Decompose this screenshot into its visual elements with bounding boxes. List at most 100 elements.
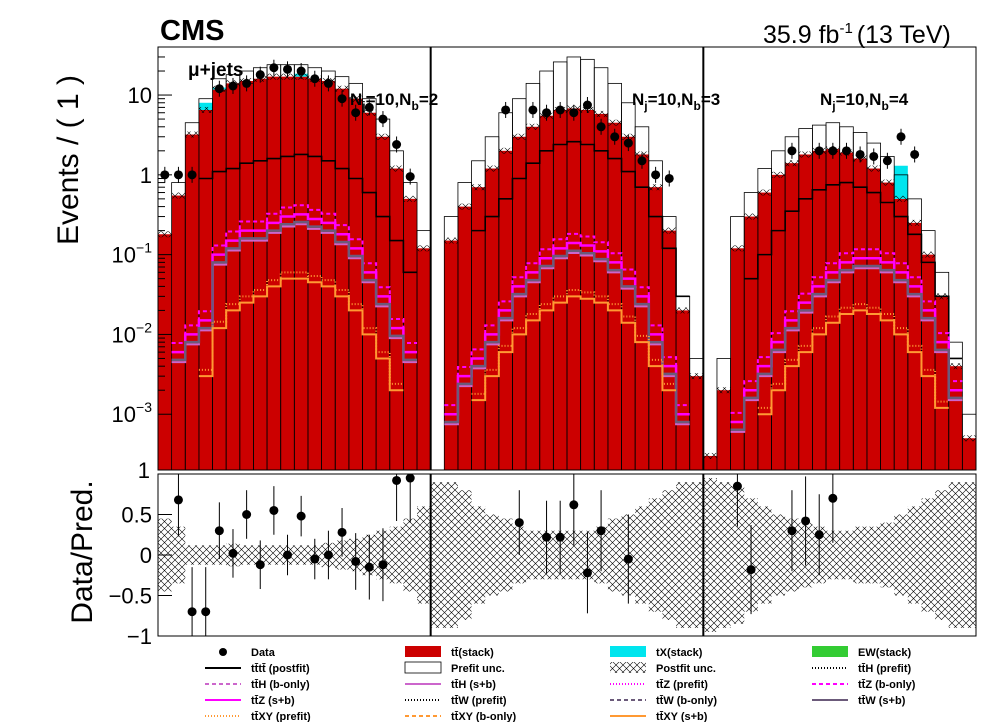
ttbar-bar [676,310,690,470]
legend-label: tX(stack) [656,647,703,659]
legend-label: tt̄W (b-only) [656,695,717,707]
legend-item: EW(stack) [812,646,912,659]
legend-item: Postfit unc. [610,662,716,675]
data-point [364,102,374,112]
ttbar-bar [171,195,186,470]
fill-icon [610,646,646,657]
ratio-point [378,560,388,570]
postfit-unc-band [757,189,772,196]
ratio-unc-band [894,514,908,596]
ratio-unc-band [607,518,622,592]
ratio-point [746,565,756,575]
postfit-unc-band [907,219,922,226]
legend-label: tt̄XY (b-only) [451,711,517,722]
data-point [378,114,388,124]
ratio-unc-band [880,522,895,588]
ratio-point [801,516,811,526]
postfit-unc-band [417,245,431,252]
legend-label: tt̄H (s+b) [451,679,496,691]
data-point [828,146,838,156]
legend-label: tt̄W (prefit) [451,695,507,707]
ratio-point [323,550,333,560]
data-point [310,74,320,84]
postfit-unc-band [267,73,281,80]
ratio-y-tick-label: −1 [127,624,152,649]
ratio-point [787,526,797,536]
main-y-axis-title: Events / ( 1 ) [52,75,85,245]
ratio-y-tick-label: 0 [140,543,152,568]
legend-item: tt̄tt̄ (postfit) [205,663,310,675]
postfit-unc-band [662,227,677,234]
postfit-unc-band [771,171,786,178]
postfit-unc-band [171,192,186,199]
data-point [283,64,293,74]
ttbar-bar [730,248,745,470]
ttbar-bar [239,80,254,470]
ratio-point [173,495,183,505]
ttbar-bar [321,80,336,470]
legend-label: EW(stack) [858,647,912,659]
ttbar-bar [362,112,377,470]
postfit-unc-band [716,387,731,394]
y-tick-label: 1 [140,163,152,188]
box-icon [404,661,442,674]
ratio-point [828,493,838,503]
postfit-unc-band [948,363,963,370]
ratio-unc-band [635,506,649,604]
ttXY-sb-line [757,309,949,416]
ratio-point [255,560,265,570]
data-point [528,105,538,115]
ttbar-bar [471,187,486,470]
tX-bar [198,102,213,110]
postfit-unc-band [744,213,758,220]
ttbar-bar [648,187,663,470]
ttXY-sb-line [471,295,677,402]
ttbar-bar [853,158,867,471]
ttbar-bar [512,136,527,471]
legend: Data tt̄(stack) tX(stack) EW(stack) tt̄tt̄ (… [205,646,916,722]
ttbar-bar [826,149,840,471]
legend-item: tt̄W (prefit) [405,695,507,707]
ttbar-bar [403,198,418,470]
ttW-sb-line [171,220,418,362]
legend-item: Data [219,647,276,659]
ttbar-bar [703,455,717,470]
ratio-unc-band [526,530,540,580]
data-point [910,149,920,159]
tttt-postfit-line [198,153,418,274]
main-plot [158,47,977,471]
ratio-unc-band [853,526,867,584]
legend-label: Postfit unc. [656,663,716,675]
ttbar-bar [621,136,636,471]
ratio-unc-band [689,482,704,628]
data-point [242,78,252,88]
ttbar-bar [935,296,949,470]
ratio-unc-band [294,545,308,565]
ratio-point [214,526,224,536]
ttbar-bar [335,88,349,470]
ratio-unc-band [389,526,404,584]
data-point [787,146,797,156]
ttbar-bar [921,254,936,470]
ttbar-bar [539,115,554,471]
legend-label: tt̄H (prefit) [858,663,911,675]
dot-icon [219,648,227,656]
ttbar-bar [866,168,881,470]
postfit-unc-band [785,160,799,167]
ratio-unc-band [757,506,772,604]
fill-icon [812,646,848,657]
postfit-unc-band [880,179,895,186]
ratio-unc-band [703,478,717,632]
ttbar-bar [880,182,895,471]
ratio-unc-band [417,506,431,604]
ratio-y-tick-label: 0.5 [121,503,152,528]
ttbar-bar [226,83,240,470]
legend-item: tt̄XY (prefit) [205,711,311,722]
data-point [269,63,279,73]
data-point [228,81,238,91]
postfit-unc-band [594,110,608,117]
postfit-unc-band [894,195,908,202]
ttbar-bar [607,122,622,471]
ratio-point [732,481,742,491]
